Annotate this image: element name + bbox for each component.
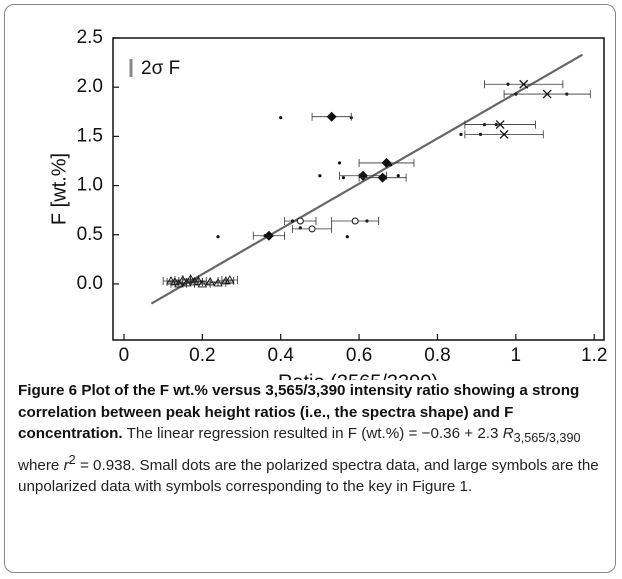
- y-tick-label: 1.5: [77, 125, 103, 146]
- data-point: [318, 174, 322, 178]
- error-bar: [221, 275, 239, 284]
- y-tick-label: 0.0: [77, 273, 103, 294]
- x-axis-label: Ratio (3565/3390): [278, 371, 438, 380]
- x-tick-label: 0.8: [424, 345, 450, 366]
- data-point: [542, 89, 552, 99]
- y-tick-label: 1.0: [77, 175, 103, 196]
- x-tick-label: 0.4: [268, 345, 295, 366]
- data-point: [221, 276, 231, 285]
- x-tick-label: 0.6: [346, 345, 372, 366]
- caption-text: The linear regression resulted in F (wt.…: [126, 425, 499, 443]
- data-point: [216, 235, 220, 239]
- caption-superscript: 2: [68, 452, 76, 467]
- caption-label: Figure 6: [18, 382, 78, 399]
- caption-text: where: [18, 456, 60, 474]
- data-point: [495, 120, 505, 130]
- plot-frame: [112, 37, 605, 341]
- data-point: [499, 129, 509, 139]
- caption-title: Plot of the F wt.% versus 3,565/3,390 in…: [18, 382, 580, 443]
- y-axis-label: F [wt.%]: [48, 153, 70, 225]
- caption-subscript: 3,565/3,390: [513, 431, 581, 446]
- data-point: [351, 217, 359, 225]
- chart: 2σ F Ratio (3565/3390) F [wt.%] 0 0.2 0.4 0…: [48, 27, 607, 380]
- data-point: [296, 217, 304, 225]
- x-tick-label: 1: [511, 345, 522, 366]
- caption-symbol: r: [63, 456, 69, 474]
- x-tick-label: 0: [119, 345, 130, 366]
- data-point: [396, 174, 400, 178]
- data-point: [326, 111, 337, 122]
- figure-frame: [4, 4, 616, 573]
- data-point: [337, 161, 342, 165]
- fit-line: [150, 53, 583, 305]
- x-tick-label: 0.2: [189, 345, 215, 366]
- caption-text: = 0.938. Small dots are the polarized sp…: [18, 456, 599, 496]
- caption: Figure 6 Plot of the F wt.% versus 3,565…: [18, 380, 610, 498]
- data-point: [519, 79, 529, 89]
- data-point: [170, 277, 180, 286]
- y-tick-label: 2.5: [77, 27, 103, 48]
- y-tick-label: 2.0: [77, 76, 103, 97]
- error-bar: [217, 276, 235, 285]
- data-point: [341, 176, 346, 180]
- data-point: [345, 235, 349, 239]
- y-tick-label: 0.5: [77, 224, 103, 245]
- data-point: [213, 278, 223, 287]
- data-point: [263, 230, 274, 241]
- data-point: [224, 275, 235, 284]
- data-point: [197, 279, 208, 288]
- data-point: [377, 172, 388, 183]
- data-point: [279, 116, 283, 120]
- caption-symbol: R: [502, 425, 514, 443]
- data-point: [308, 225, 316, 233]
- x-tick-label: 1.2: [581, 345, 607, 366]
- data-point: [459, 132, 463, 137]
- data-point: [381, 157, 392, 168]
- data-point: [358, 170, 369, 181]
- legend-label: 2σ F: [141, 58, 180, 79]
